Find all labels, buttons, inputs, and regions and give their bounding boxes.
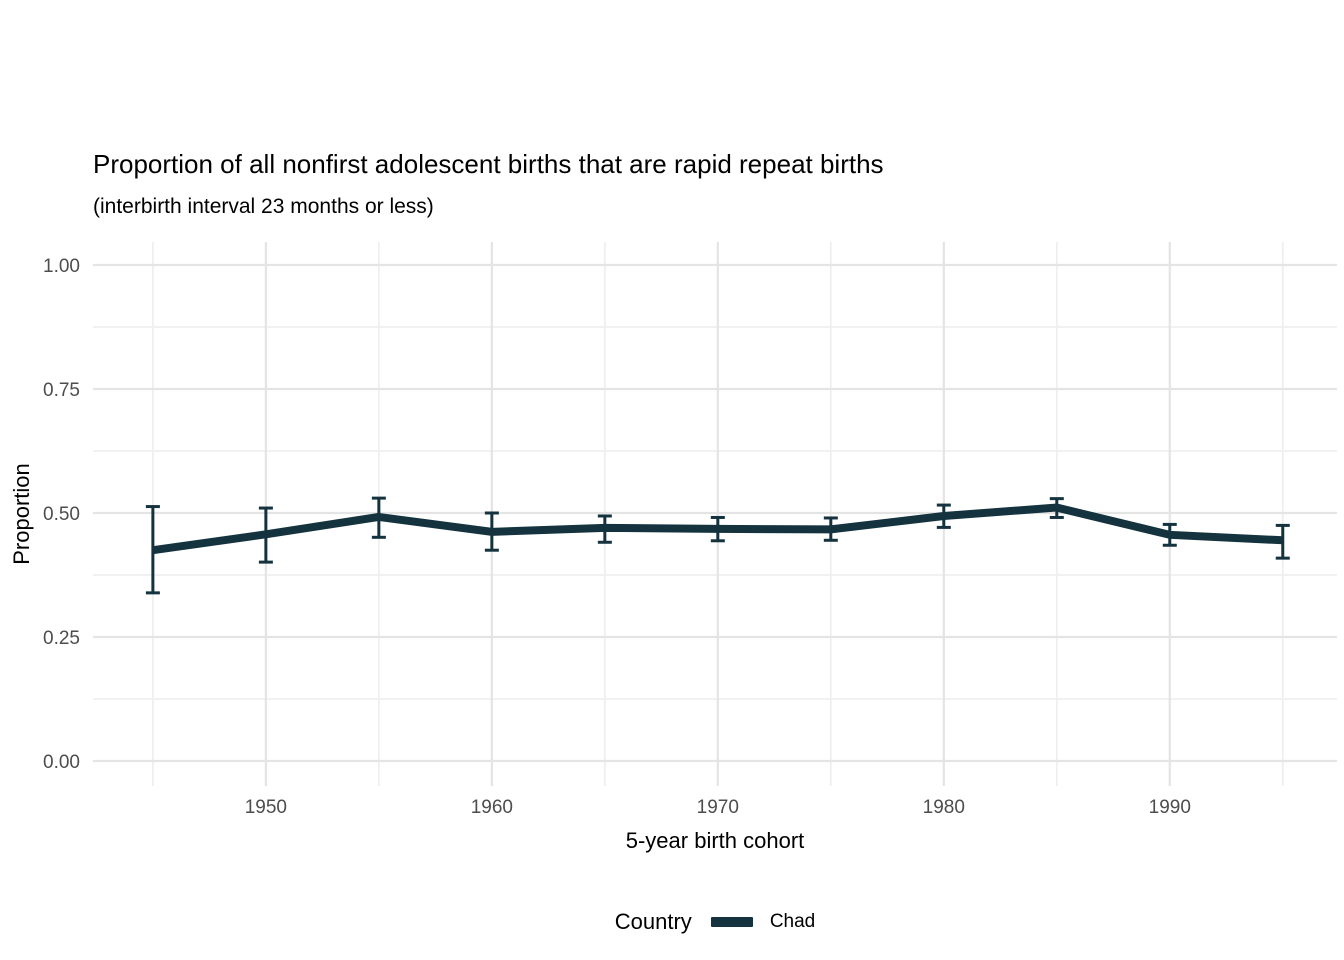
x-tick-label: 1950: [245, 797, 287, 818]
chart-subtitle: (interbirth interval 23 months or less): [93, 195, 434, 218]
x-tick-label: 1960: [471, 797, 513, 818]
y-tick-label: 0.50: [43, 504, 80, 525]
y-tick-label: 1.00: [43, 256, 80, 277]
x-axis-title: 5-year birth cohort: [625, 828, 805, 853]
x-tick-label: 1990: [1149, 797, 1191, 818]
legend-title: Country: [614, 909, 692, 934]
y-axis-title: Proportion: [9, 463, 34, 565]
legend-label-chad: Chad: [769, 911, 816, 932]
legend-line-swatch: [710, 917, 753, 927]
y-tick-label: 0.00: [43, 752, 80, 773]
y-tick-label: 0.25: [43, 628, 80, 649]
legend: Country Chad: [93, 906, 1337, 938]
data-line-chad: [152, 503, 1283, 555]
y-tick-label: 0.75: [43, 380, 80, 401]
x-tick-label: 1970: [697, 797, 739, 818]
x-tick-label: 1980: [923, 797, 965, 818]
chart-title: Proportion of all nonfirst adolescent bi…: [93, 149, 884, 179]
